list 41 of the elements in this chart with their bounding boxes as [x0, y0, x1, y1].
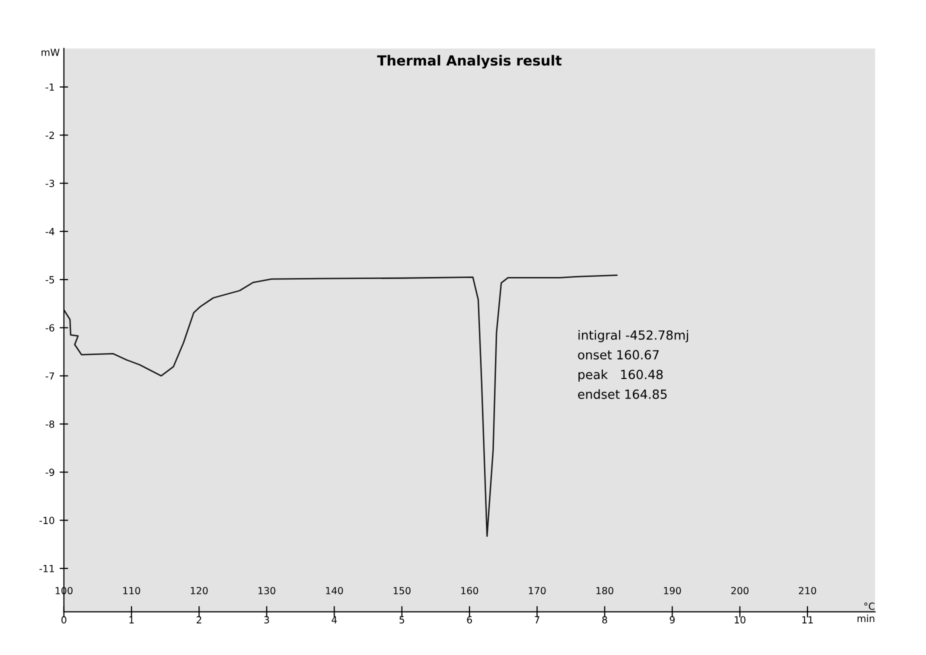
x-tick-label: 210 [798, 586, 816, 594]
annotation: peak 160.48 [578, 370, 663, 382]
x-axis-title: °C [864, 602, 875, 610]
y-tick-label: -9 [46, 468, 54, 476]
x2-tick-label: 0 [61, 616, 66, 624]
x-tick-label: 120 [190, 586, 208, 594]
x2-tick-label: 8 [602, 616, 608, 624]
x2-tick-label: 2 [196, 616, 202, 624]
x-tick-label: 150 [394, 586, 411, 594]
x2-tick-label: 10 [734, 616, 746, 624]
y-tick-label: -3 [46, 180, 54, 188]
x-tick-label: 110 [123, 586, 140, 594]
y-tick-label: -2 [46, 132, 54, 139]
x-tick-label: 160 [461, 586, 478, 594]
y-tick-label: -7 [46, 372, 54, 380]
x-tick-label: 200 [731, 586, 749, 594]
x-tick-label: 190 [664, 586, 681, 594]
x-tick-label: 170 [528, 586, 546, 594]
x2-tick-label: 11 [802, 616, 813, 624]
y-tick-label: -10 [39, 516, 54, 524]
y-axis-title: mW [42, 48, 60, 56]
annotation: endset 164.85 [578, 389, 667, 399]
x2-tick-label: 7 [534, 616, 540, 624]
annotation: onset 160.67 [578, 350, 659, 360]
y-tick-label: -8 [46, 420, 54, 428]
x-tick-label: 130 [258, 586, 276, 594]
y-tick-label: -11 [39, 565, 54, 572]
annotation: intigral -452.78mj [578, 330, 688, 342]
x-tick-label: 140 [326, 586, 343, 594]
y-tick-label: -4 [46, 228, 54, 236]
x2-tick-label: 3 [264, 616, 269, 624]
x2-axis-title: min [858, 614, 874, 622]
x2-tick-label: 6 [467, 616, 472, 624]
x2-tick-label: 9 [670, 616, 675, 624]
x2-tick-label: 4 [332, 616, 337, 624]
y-tick-label: -6 [46, 324, 54, 332]
y-tick-label: -5 [46, 276, 54, 284]
x2-tick-label: 5 [400, 616, 404, 624]
chart-title: Thermal Analysis result [377, 54, 562, 68]
x-tick-label: 180 [596, 586, 614, 594]
y-tick-label: -1 [46, 84, 54, 91]
